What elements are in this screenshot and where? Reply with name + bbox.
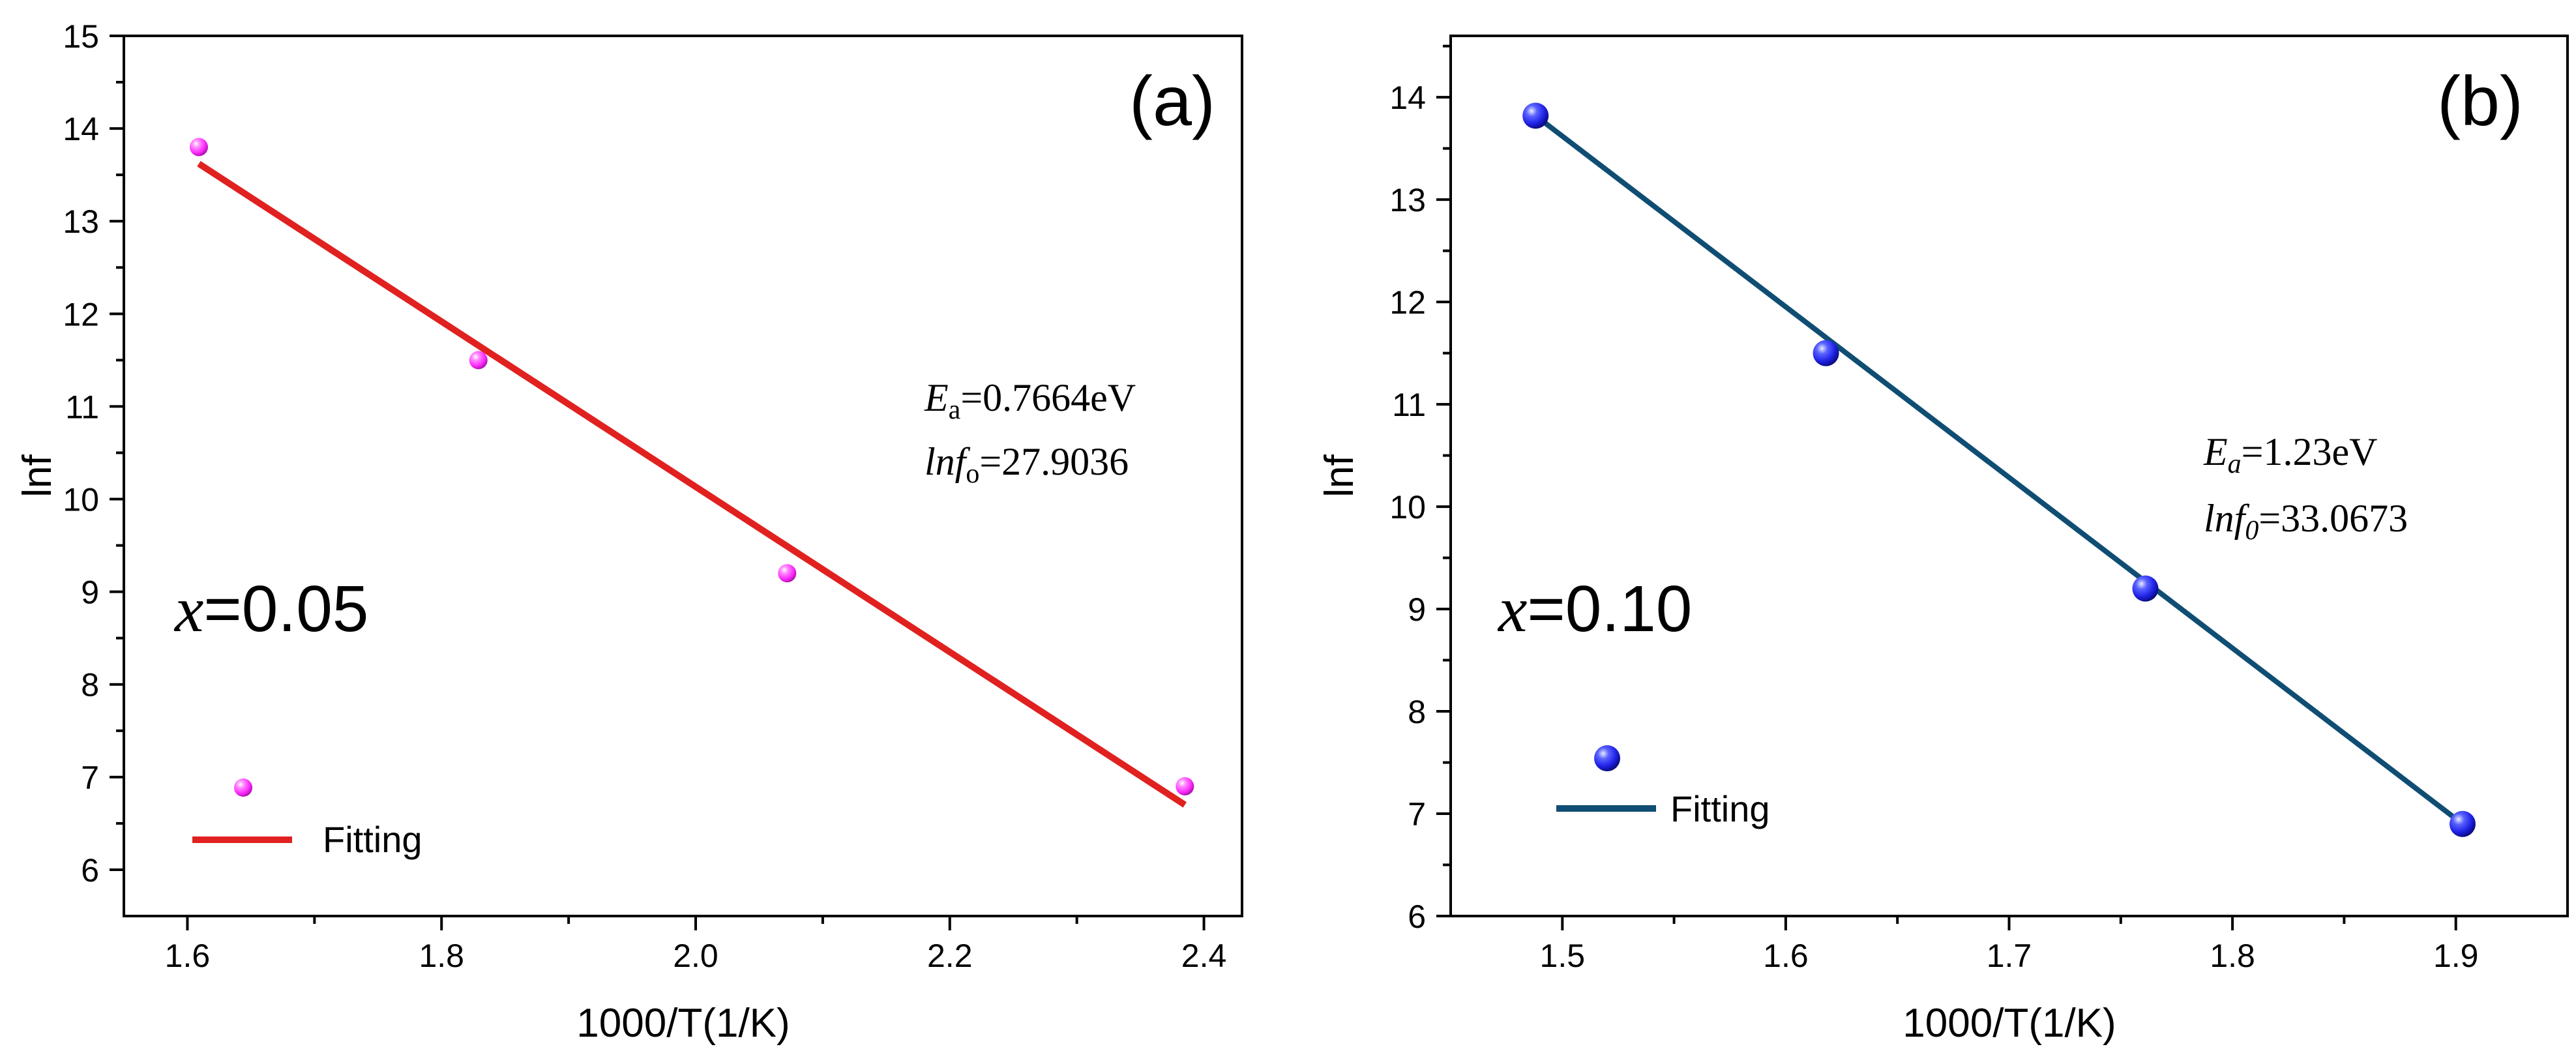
lnf0-value: =27.9036 [979, 440, 1129, 483]
y-tick-label: 14 [1389, 80, 1426, 116]
composition-variable: x [1497, 573, 1527, 645]
y-tick-label: 7 [81, 760, 99, 796]
panel-b-data-points [1522, 102, 2476, 837]
data-point [778, 564, 797, 583]
y-tick-label: 13 [1389, 182, 1426, 218]
panel-a-y-axis-title: lnf [15, 454, 60, 497]
x-tick-label: 1.6 [165, 938, 211, 974]
x-tick-label: 1.5 [1540, 938, 1586, 974]
ea-subscript: a [2228, 449, 2242, 479]
panel-b-x-axis-title: 1000/T(1/K) [1902, 1001, 2116, 1046]
y-tick-label: 12 [1389, 284, 1426, 321]
y-tick-label: 13 [63, 203, 99, 240]
panel-b-y-ticks [1436, 44, 1451, 917]
panel-a-lnf0-annotation: lnfo=27.9036 [925, 440, 1129, 489]
panel-a-data-points [189, 138, 1194, 796]
ea-subscript: a [949, 395, 961, 425]
y-tick-label: 8 [81, 667, 99, 703]
panel-b-label: (b) [2437, 61, 2523, 140]
panel-b-legend: Fitting [1556, 745, 1770, 829]
y-tick-label: 10 [1389, 489, 1426, 526]
data-point [189, 138, 208, 156]
data-point [1176, 777, 1194, 796]
panel-a-x-ticks [186, 916, 1206, 930]
data-point [2132, 575, 2159, 602]
panel-b-x-ticks [1561, 916, 2457, 930]
panel-a-legend: Fitting [192, 778, 422, 860]
ea-value: =1.23eV [2242, 430, 2378, 473]
lnf0-subscript: 0 [2245, 516, 2258, 546]
y-tick-label: 6 [1408, 898, 1426, 935]
legend-marker-symbol [1594, 745, 1620, 771]
x-tick-label: 2.4 [1181, 938, 1227, 974]
ea-value: =0.7664eV [960, 376, 1136, 419]
panel-a-composition-label: x=0.05 [173, 572, 368, 645]
y-tick-label: 11 [65, 389, 99, 425]
panel-a-label: (a) [1129, 61, 1215, 140]
legend-marker-symbol [234, 778, 252, 797]
y-tick-label: 14 [63, 111, 99, 147]
ea-symbol: E [2203, 430, 2228, 473]
x-tick-label: 1.7 [1987, 938, 2032, 974]
data-point [469, 351, 488, 370]
panel-a-y-tick-labels: 6 7 8 9 10 11 12 13 14 15 [63, 18, 99, 889]
data-point [1813, 340, 1839, 366]
fit-line [1533, 113, 2465, 826]
data-point [2449, 810, 2476, 837]
x-tick-label: 1.9 [2433, 938, 2479, 974]
x-tick-label: 1.8 [2210, 938, 2255, 974]
composition-value: =0.10 [1527, 572, 1692, 645]
panel-a-ea-annotation: Ea=0.7664eV [924, 376, 1136, 425]
ea-symbol: E [924, 376, 949, 419]
composition-variable: x [173, 573, 203, 645]
x-tick-label: 1.8 [419, 938, 464, 974]
lnf0-value: =33.0673 [2258, 497, 2408, 540]
panel-b-y-tick-labels: 6 7 8 9 10 11 12 13 14 [1389, 80, 1426, 935]
panel-a-x-axis-title: 1000/T(1/K) [576, 1001, 790, 1046]
panel-a-x-tick-labels: 1.6 1.8 2.0 2.2 2.4 [165, 938, 1227, 974]
y-tick-label: 8 [1408, 694, 1426, 730]
legend-fit-label: Fitting [1670, 788, 1770, 829]
y-tick-label: 7 [1408, 796, 1426, 833]
y-tick-label: 9 [1408, 591, 1426, 628]
panel-b-fit-series [1533, 113, 2465, 826]
x-tick-label: 2.0 [673, 938, 718, 974]
panel-b-x-tick-labels: 1.5 1.6 1.7 1.8 1.9 [1540, 938, 2479, 974]
panel-a-frame [123, 35, 1243, 917]
lnf0-subscript: o [966, 459, 979, 489]
lnf0-symbol: lnf [2204, 497, 2250, 540]
panel-b-ea-annotation: Ea=1.23eV [2203, 430, 2377, 479]
panel-b-lnf0-annotation: lnf0=33.0673 [2204, 497, 2408, 546]
panel-a-fit-series [197, 160, 1187, 808]
lnf0-symbol: lnf [925, 440, 971, 483]
y-tick-label: 10 [63, 482, 99, 518]
legend-fit-label: Fitting [323, 819, 422, 860]
y-tick-label: 9 [81, 574, 99, 611]
y-tick-label: 15 [63, 18, 99, 55]
x-tick-label: 1.6 [1763, 938, 1809, 974]
fit-line [197, 160, 1187, 808]
panel-b-y-axis-title: lnf [1317, 454, 1362, 497]
composition-value: =0.05 [203, 572, 368, 645]
data-point [1522, 102, 1549, 129]
x-tick-label: 2.2 [927, 938, 973, 974]
panel-b: 1.5 1.6 1.7 1.8 1.9 6 7 8 9 10 11 12 13 14 (b) Ea=1.… [1317, 35, 2569, 1046]
y-tick-label: 12 [63, 296, 99, 333]
y-tick-label: 6 [81, 852, 99, 889]
y-tick-label: 11 [1392, 387, 1426, 423]
panel-b-composition-label: x=0.10 [1497, 572, 1692, 645]
panel-a-y-ticks [110, 35, 124, 871]
